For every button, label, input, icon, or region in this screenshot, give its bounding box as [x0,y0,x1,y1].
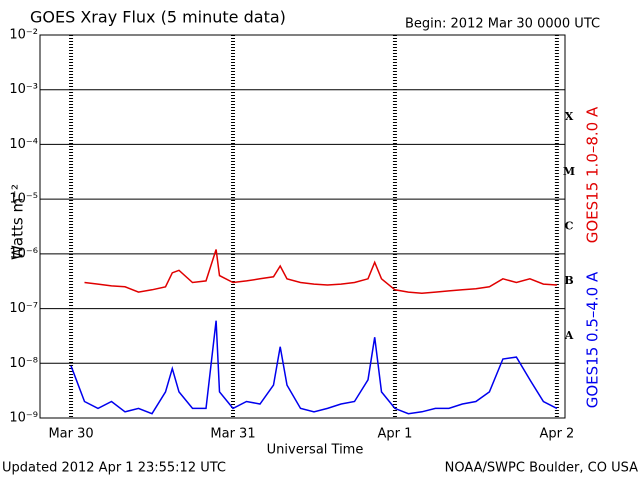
series-label: GOES15 1.0–8.0 A [584,106,602,243]
y-tick-label: 10⁻⁵ [9,192,38,207]
y-tick-label: 10⁻⁶ [9,246,38,261]
y-tick-label: 10⁻⁴ [9,137,38,152]
plot-frame [39,34,566,419]
series-line [70,320,558,415]
y-tick-label: 10⁻⁷ [9,301,38,316]
x-axis-label: Universal Time [267,443,364,458]
x-tick-label: Mar 31 [210,427,255,442]
chart-subtitle: Begin: 2012 Mar 30 0000 UTC [405,17,600,32]
series-line [84,249,557,295]
x-tick-label: Apr 2 [539,427,574,442]
series-label: GOES15 0.5–4.0 A [584,271,602,408]
class-label: C [565,220,574,233]
y-tick-label: 10⁻³ [9,82,38,97]
x-tick-label: Apr 1 [377,427,412,442]
class-label: A [564,329,574,342]
y-tick-label: 10⁻⁸ [9,356,38,371]
y-axis-label: Watts m⁻² [9,184,27,260]
footer-left: Updated 2012 Apr 1 23:55:12 UTC [2,461,226,476]
x-tick-label: Mar 30 [48,427,93,442]
class-label: X [565,110,574,123]
y-tick-label: 10⁻² [9,28,38,43]
y-tick-label: 10⁻⁹ [9,411,38,426]
class-label: M [563,165,575,178]
footer-right: NOAA/SWPC Boulder, CO USA [445,461,638,476]
class-label: B [564,274,573,287]
chart-title: GOES Xray Flux (5 minute data) [30,8,286,27]
